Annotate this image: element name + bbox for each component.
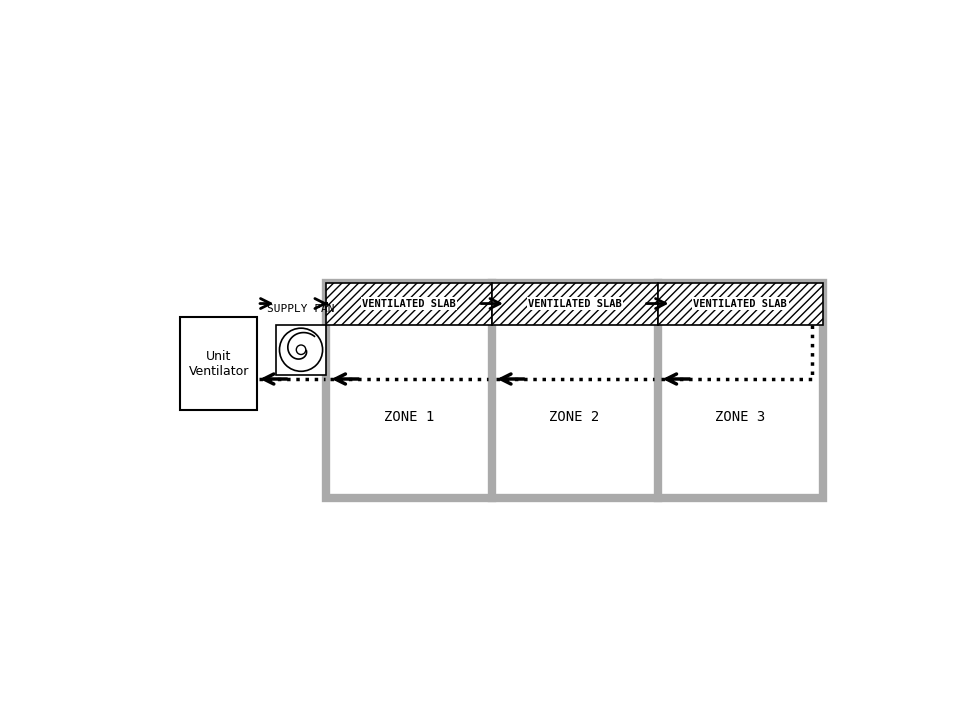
Bar xyxy=(492,283,658,325)
Bar xyxy=(658,283,823,325)
Text: Unit
Ventilator: Unit Ventilator xyxy=(188,350,249,377)
Text: ZONE 3: ZONE 3 xyxy=(715,410,765,425)
Bar xyxy=(276,325,326,375)
Text: VENTILATED SLAB: VENTILATED SLAB xyxy=(362,299,456,309)
Text: VENTILATED SLAB: VENTILATED SLAB xyxy=(528,299,622,309)
Bar xyxy=(326,283,492,325)
Text: ZONE 2: ZONE 2 xyxy=(549,410,599,425)
Bar xyxy=(326,283,823,498)
Text: ZONE 1: ZONE 1 xyxy=(384,410,434,425)
Text: VENTILATED SLAB: VENTILATED SLAB xyxy=(693,299,787,309)
Text: SUPPLY FAN: SUPPLY FAN xyxy=(267,304,335,313)
Bar xyxy=(180,318,257,410)
